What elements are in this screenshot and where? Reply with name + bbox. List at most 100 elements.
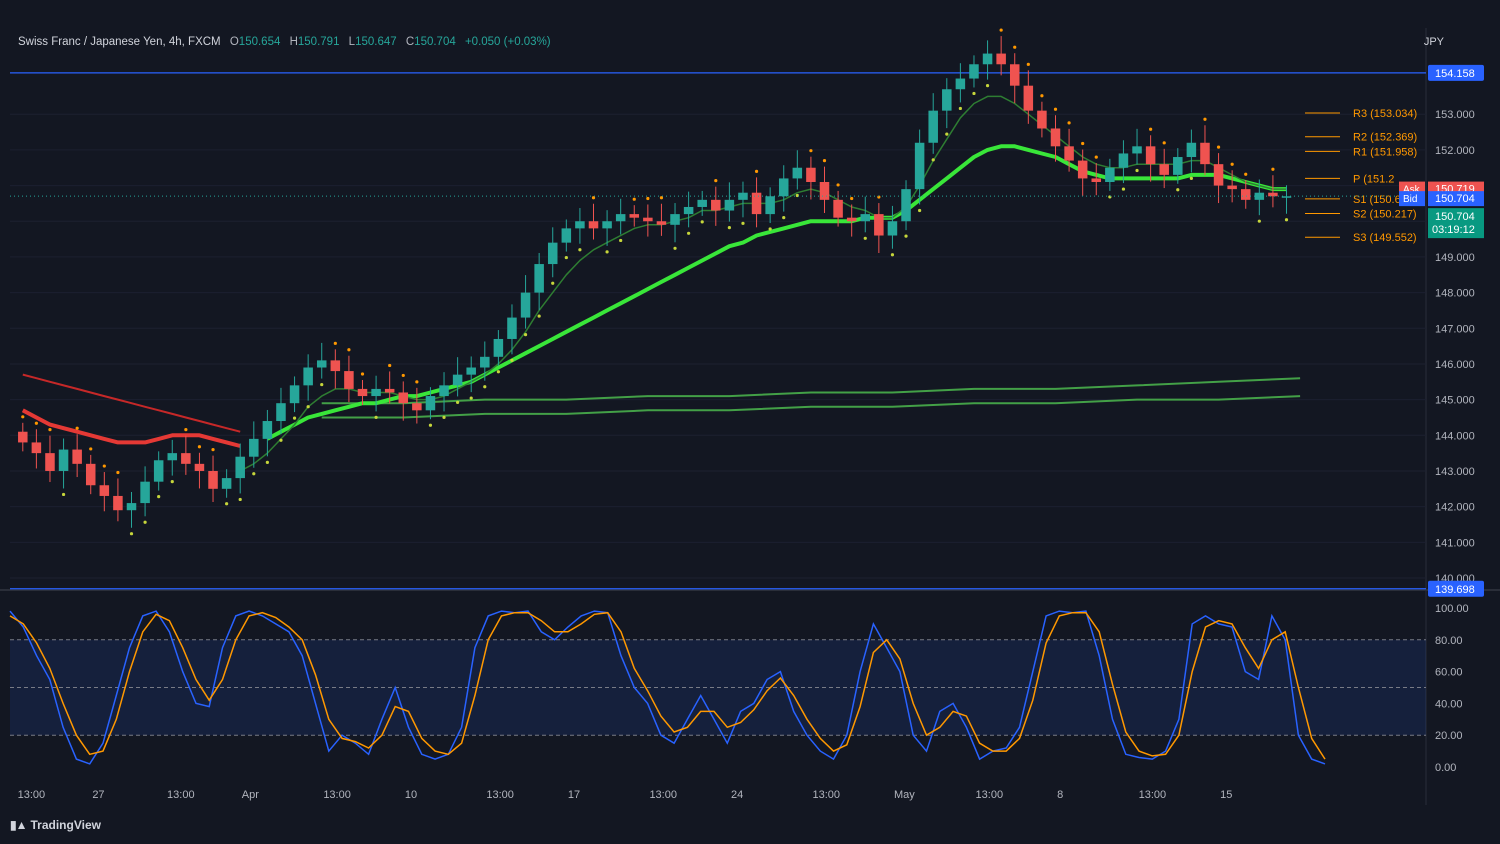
- trend-dot: [822, 159, 827, 163]
- candle-body: [371, 388, 381, 397]
- trend-dot: [1284, 218, 1289, 222]
- y-tick-label: 147.000: [1435, 323, 1475, 335]
- x-tick-label: 13:00: [18, 789, 46, 801]
- candle-body: [887, 221, 898, 236]
- level-price-tag: [1428, 580, 1484, 597]
- candle-body: [113, 495, 123, 511]
- last-price-bg: [1428, 208, 1484, 239]
- candle-body: [833, 199, 843, 218]
- candle-body: [1091, 178, 1102, 182]
- candle-body: [778, 178, 789, 197]
- ma-long-green-line-2: [321, 395, 1301, 419]
- trend-dot: [279, 438, 283, 442]
- candle-body: [194, 463, 205, 471]
- candle-body: [235, 456, 245, 479]
- candle-body: [1268, 192, 1278, 197]
- candle-body: [316, 360, 327, 368]
- candle-body: [493, 338, 504, 357]
- candle-body: [1105, 167, 1115, 182]
- candle-body: [208, 470, 218, 489]
- trend-dot: [591, 196, 596, 200]
- ma-fast-line: [239, 95, 1287, 472]
- currency-label[interactable]: JPY: [1423, 36, 1444, 48]
- candle-body: [357, 388, 368, 397]
- trend-dot: [116, 470, 120, 475]
- trend-dot: [211, 448, 215, 452]
- candle-body: [1227, 185, 1237, 190]
- trend-dot: [129, 532, 134, 536]
- candle-body: [1213, 164, 1224, 186]
- trend-dot: [415, 380, 419, 384]
- trend-dot: [809, 149, 813, 153]
- trend-dot: [687, 231, 691, 235]
- candle-body: [181, 453, 191, 464]
- candle-body: [982, 53, 993, 65]
- trend-dot: [1040, 94, 1044, 98]
- trend-dot: [197, 445, 202, 449]
- candle-body: [1281, 196, 1292, 198]
- candle-body: [575, 221, 585, 229]
- trend-dot: [1094, 155, 1098, 159]
- trend-dot: [374, 415, 378, 419]
- trend-dot: [578, 248, 582, 252]
- candle-body: [697, 199, 707, 207]
- candle-body: [901, 189, 911, 222]
- high-value: 150.791: [297, 36, 340, 48]
- osc-y-tick-label: 100.00: [1435, 603, 1469, 615]
- symbol-legend[interactable]: Swiss Franc / Japanese Yen, 4h, FXCM O15…: [18, 36, 551, 48]
- candle-body: [955, 78, 966, 90]
- y-tick-label: 144.000: [1435, 430, 1475, 442]
- trend-dot: [21, 415, 25, 419]
- trend-dot: [632, 197, 636, 201]
- trend-dot: [1053, 107, 1058, 111]
- x-tick-label: 8: [1057, 789, 1063, 801]
- candle-body: [126, 503, 137, 511]
- osc-y-tick-label: 80.00: [1435, 635, 1463, 647]
- osc-y-tick-label: 20.00: [1435, 730, 1463, 742]
- candle-body: [262, 421, 273, 439]
- trend-dot: [741, 221, 745, 225]
- trend-dot: [999, 28, 1003, 32]
- trend-dot: [836, 183, 840, 187]
- candle-body: [751, 192, 762, 215]
- candle-body: [819, 182, 830, 200]
- trend-dot: [320, 382, 324, 387]
- trend-dot: [551, 281, 555, 285]
- y-tick-label: 152.000: [1435, 145, 1475, 157]
- brand-name: TradingView: [30, 818, 101, 832]
- x-tick-label: 13:00: [167, 789, 195, 801]
- bid-label: Bid: [1403, 194, 1417, 205]
- candle-body: [480, 356, 490, 368]
- tradingview-brand[interactable]: ▮▲ TradingView: [10, 818, 101, 832]
- trend-dot: [768, 227, 772, 231]
- candle-body: [846, 217, 857, 222]
- ma-red-long-line: [22, 373, 241, 433]
- trend-dot: [727, 226, 731, 230]
- candle-body: [153, 460, 164, 482]
- osc-y-tick-label: 60.00: [1435, 667, 1463, 679]
- trend-dot: [1081, 141, 1085, 146]
- trend-dot: [388, 363, 392, 368]
- trend-dot: [605, 250, 609, 254]
- x-tick-label: 17: [568, 789, 580, 801]
- trend-dot: [48, 428, 52, 432]
- change-value: +0.050 (+0.03%): [464, 36, 551, 48]
- candle-body: [99, 485, 110, 496]
- pivot-label: P (151.2: [1353, 173, 1394, 185]
- trend-dot: [75, 426, 79, 430]
- trend-dot: [1244, 172, 1248, 176]
- trend-dot: [428, 423, 433, 427]
- trend-dot: [238, 497, 242, 502]
- candle-body: [942, 89, 952, 111]
- trend-dot: [1026, 62, 1030, 66]
- candle-body: [914, 142, 925, 190]
- trend-dot: [347, 348, 351, 352]
- candle-body: [276, 403, 286, 422]
- trend-dot: [1216, 145, 1221, 149]
- trend-dot: [619, 238, 623, 243]
- candle-body: [1173, 157, 1183, 175]
- trend-dot: [904, 234, 908, 238]
- trend-dot: [918, 208, 922, 213]
- y-tick-label: 149.000: [1435, 252, 1475, 264]
